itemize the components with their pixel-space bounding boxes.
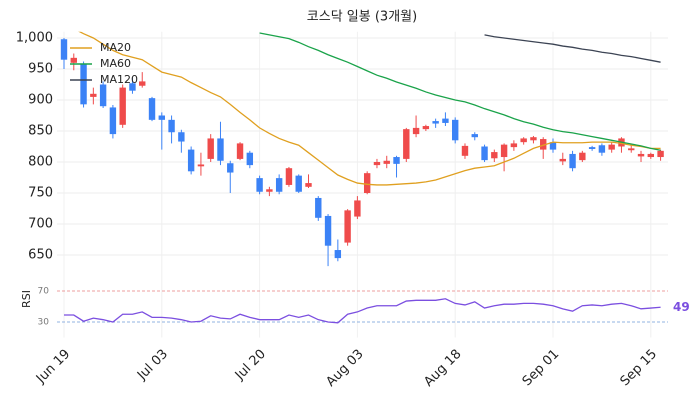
candle-body (647, 153, 654, 158)
candle-body (207, 138, 214, 159)
candle-body (549, 142, 557, 150)
y-tick-label: 800 (28, 155, 53, 170)
candle-body (187, 149, 195, 172)
candle-body (363, 173, 371, 193)
candle-body (80, 64, 87, 105)
x-tick-label: Aug 18 (421, 347, 464, 390)
candle-body (227, 163, 234, 173)
candle-body (305, 183, 312, 187)
y-tick-label: 30 (38, 318, 50, 328)
candle-body (266, 189, 273, 192)
y-tick-label: 950 (28, 62, 53, 77)
legend-label: MA60 (100, 57, 131, 70)
candle-body (393, 157, 400, 164)
y-tick-label: 650 (28, 248, 53, 263)
candle-body (520, 138, 527, 143)
y-tick-label: 70 (38, 287, 50, 297)
candle-body (471, 134, 478, 138)
candle-body (178, 132, 185, 142)
candle-body (588, 147, 596, 149)
candle-body (90, 93, 97, 97)
candle-body (530, 137, 537, 141)
x-tick-label: Jun 19 (33, 347, 73, 387)
candle-body (295, 175, 302, 192)
candle-body (148, 98, 156, 120)
ma-line (78, 31, 661, 186)
candle-body (129, 83, 136, 91)
candle-body (256, 178, 263, 192)
x-tick-label: Aug 03 (324, 347, 367, 390)
y-tick-label: 750 (28, 186, 53, 201)
candle-body (197, 164, 205, 167)
candle-body (452, 119, 459, 141)
y-tick-label: 1,000 (16, 31, 53, 46)
candle-body (637, 153, 645, 157)
candle-body (139, 81, 146, 86)
candle-body (315, 197, 322, 218)
candle-body (109, 107, 117, 135)
ma-line (259, 32, 661, 151)
rsi-line (64, 298, 661, 324)
candle-body (354, 200, 361, 217)
candle-body (481, 146, 488, 161)
candle-body (598, 145, 606, 153)
candle-body (158, 115, 165, 120)
candle-body (432, 121, 439, 124)
candle-body (540, 139, 547, 150)
candle-body (559, 158, 566, 162)
y-tick-label: 850 (28, 124, 53, 139)
y-tick-label: 900 (28, 93, 53, 108)
candle-body (246, 152, 254, 166)
candle-body (60, 39, 68, 60)
candle-body (373, 162, 381, 166)
candle-body (491, 152, 498, 159)
ma-line (484, 34, 661, 63)
rsi-axis-label: RSI (20, 290, 33, 308)
legend-label: MA20 (100, 41, 131, 54)
candle-body (608, 144, 615, 150)
candle-body (344, 210, 351, 243)
candle-body (628, 148, 635, 151)
legend-label: MA120 (100, 73, 138, 86)
candle-body (422, 126, 430, 130)
candle-body (579, 152, 586, 161)
candle-body (403, 129, 410, 159)
x-tick-label: Sep 01 (520, 347, 563, 390)
y-tick-label: 700 (28, 217, 53, 232)
candle-body (99, 84, 107, 107)
candle-body (70, 57, 77, 63)
candle-body (217, 138, 224, 161)
candle-body (461, 145, 469, 156)
candle-body (334, 250, 342, 259)
candle-body (442, 118, 449, 123)
candle-body (569, 153, 576, 169)
candle-body (324, 215, 332, 246)
candle-body (510, 143, 518, 148)
candle-body (275, 178, 283, 192)
candle-body (412, 127, 420, 135)
candle-body (236, 143, 244, 159)
x-tick-label: Jul 03 (134, 347, 171, 384)
candle-body (168, 119, 175, 133)
x-tick-label: Sep 15 (618, 347, 661, 390)
candle-body (657, 150, 664, 158)
candle-body (119, 87, 126, 125)
chart-title: 코스닥 일봉 (3개월) (307, 10, 417, 25)
x-tick-label: Jul 20 (232, 347, 269, 384)
candle-body (383, 160, 390, 164)
rsi-value-label: 49 (673, 300, 690, 314)
candle-body (285, 168, 293, 185)
candle-body (500, 144, 508, 158)
